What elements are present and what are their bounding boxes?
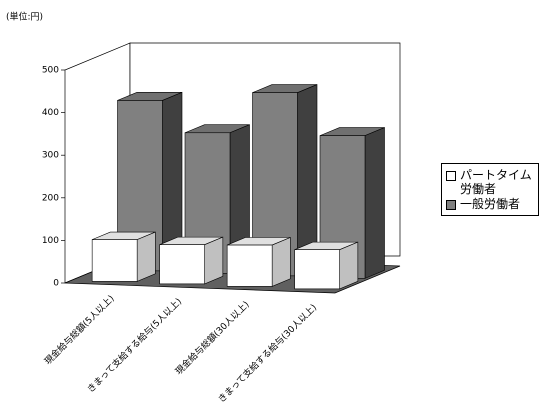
bar (226, 244, 273, 287)
bar (159, 244, 205, 285)
bar-side (339, 241, 359, 290)
bar (91, 239, 138, 282)
x-tick-label: 現金給与総額(5人以上) (42, 292, 117, 367)
y-tick-label: 400 (42, 108, 59, 118)
x-tick-label: 現金給与総額(30人以上) (173, 298, 252, 377)
legend-item: 一般労働者 (444, 197, 536, 211)
y-tick-label: 200 (42, 193, 59, 203)
legend: パートタイム労働者 一般労働者 (441, 163, 539, 216)
legend-swatch (446, 200, 456, 210)
bar-side (136, 231, 156, 282)
legend-label: パートタイム労働者 (460, 168, 532, 196)
y-tick-label: 500 (42, 66, 59, 76)
legend-label: 一般労働者 (460, 197, 521, 211)
bar-side (204, 236, 224, 285)
y-tick-label: 100 (42, 236, 59, 246)
legend-swatch (446, 171, 456, 181)
y-tick-label: 0 (53, 279, 59, 289)
legend-item: パートタイム労働者 (444, 168, 536, 196)
bar-side (271, 237, 291, 287)
bar (294, 249, 340, 290)
bar-side (364, 127, 385, 279)
unit-label: (単位:円) (6, 11, 43, 23)
y-tick-label: 300 (42, 151, 59, 161)
